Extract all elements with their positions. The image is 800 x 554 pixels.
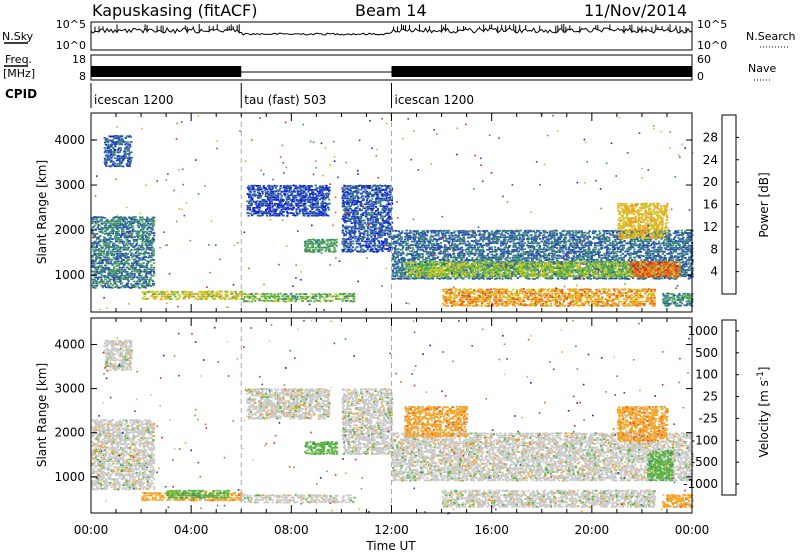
freq-tick-bottom: 8 — [79, 70, 86, 83]
echo-region-7 — [341, 388, 394, 455]
echo-region-4 — [241, 494, 356, 504]
velocity-panel: 1000 2000 3000 4000 Slant Range [km] 1000 50… — [35, 317, 771, 553]
echo-region-1 — [103, 339, 133, 372]
freq-unit: [MHz] — [3, 67, 35, 80]
echo-region-10 — [404, 405, 469, 438]
beam-title: Beam 14 — [355, 1, 427, 20]
time-tick-1: 04:00 — [174, 523, 209, 537]
nave-label: Nave — [748, 62, 776, 75]
y-tick-label-1: 2000 — [54, 223, 85, 237]
echo-region-9 — [441, 288, 657, 307]
nave-tick-bottom: 0 — [697, 70, 704, 83]
time-tick-2: 08:00 — [274, 523, 309, 537]
colorbar-tick-7: -1000 — [683, 477, 718, 491]
time-tick-5: 20:00 — [575, 523, 610, 537]
time-tick-6: 00:00 — [675, 523, 710, 537]
power-colorbar-label: Power [dB] — [757, 172, 771, 237]
colorbar-tick-6: -500 — [691, 455, 718, 469]
y-tick-label-0: 1000 — [54, 470, 85, 484]
cpid-mode-0: icescan 1200 — [94, 93, 173, 107]
nsky-trace — [90, 24, 693, 36]
y-tick-label-3: 4000 — [54, 337, 85, 351]
echo-region-5 — [246, 388, 331, 420]
echo-region-6 — [341, 184, 394, 253]
colorbar-tick-6: 28 — [703, 130, 718, 144]
y-tick-label-1: 2000 — [54, 426, 85, 440]
echo-region-0 — [91, 216, 156, 289]
colorbar-tick-4: -25 — [698, 411, 718, 425]
echo-region-1 — [103, 135, 133, 168]
nsky-tick-top: 10^5 — [56, 18, 86, 31]
nsky-label: N.Sky — [2, 30, 34, 43]
cpid-mode-2: icescan 1200 — [395, 93, 474, 107]
echo-region-11 — [616, 202, 669, 240]
echo-region-0 — [91, 419, 156, 491]
power-panel: 1000 2000 3000 4000 Slant Range [km] 4 8 12 16… — [35, 112, 771, 313]
freq-label: Freq. — [5, 53, 32, 66]
echo-region-4 — [246, 184, 331, 217]
date-title: 11/Nov/2014 — [584, 1, 687, 20]
nsearch-label: N.Search — [746, 30, 796, 43]
y-tick-label-3: 4000 — [54, 133, 85, 147]
time-tick-0: 00:00 — [74, 523, 109, 537]
nave-tick-top: 60 — [697, 53, 711, 66]
colorbar-tick-1: 500 — [695, 346, 718, 360]
time-tick-4: 16:00 — [474, 523, 509, 537]
echo-region-5 — [303, 238, 338, 253]
colorbar-tick-3: 25 — [703, 390, 718, 404]
echo-region-11 — [616, 405, 669, 442]
colorbar-tick-0: 4 — [710, 265, 718, 279]
cpid-mode-1: tau (fast) 503 — [244, 93, 326, 107]
echo-region-3 — [241, 292, 356, 303]
colorbar-tick-2: 12 — [703, 220, 718, 234]
freq-strip: Freq. [MHz] 18 8 60 0 Nave — [3, 53, 776, 83]
velocity-ylabel: Slant Range [km] — [35, 363, 49, 467]
echo-region-12 — [662, 292, 694, 307]
nsky-strip: N.Sky 10^5 10^0 10^5 10^0 N.Search — [2, 18, 796, 52]
echo-region-13 — [662, 494, 694, 508]
y-tick-label-0: 1000 — [54, 268, 85, 282]
colorbar-tick-4: 20 — [703, 175, 718, 189]
cpid-strip: CPID icescan 1200 tau (fast) 503 icescan 1… — [5, 83, 474, 108]
y-tick-label-2: 3000 — [54, 382, 85, 396]
y-tick-label-2: 3000 — [54, 178, 85, 192]
colorbar-tick-0: 1000 — [687, 324, 718, 338]
colorbar-tick-5: -100 — [691, 433, 718, 447]
time-axis-label: Time UT — [365, 539, 416, 553]
colorbar-tick-2: 100 — [695, 368, 718, 382]
echo-region-2 — [141, 290, 243, 301]
colorbar-tick-5: 24 — [703, 153, 718, 167]
colorbar-tick-1: 8 — [710, 242, 718, 256]
freq-tick-top: 18 — [72, 53, 86, 66]
echo-region-10 — [629, 261, 681, 278]
velocity-colorbar-label: Velocity [m s-1] — [756, 367, 771, 458]
colorbar-tick-3: 16 — [703, 198, 718, 212]
echo-region-6 — [304, 441, 339, 455]
nsearch-tick-bottom: 10^0 — [697, 39, 727, 52]
cpid-label: CPID — [5, 87, 37, 101]
echo-region-12 — [646, 450, 674, 482]
nsky-tick-bottom: 10^0 — [56, 39, 86, 52]
echo-region-3 — [166, 489, 230, 500]
time-tick-3: 12:00 — [374, 523, 409, 537]
echo-region-9 — [441, 489, 657, 508]
station-title: Kapuskasing (fitACF) — [92, 1, 257, 20]
power-ylabel: Slant Range [km] — [35, 160, 49, 264]
nsearch-tick-top: 10^5 — [697, 18, 727, 31]
